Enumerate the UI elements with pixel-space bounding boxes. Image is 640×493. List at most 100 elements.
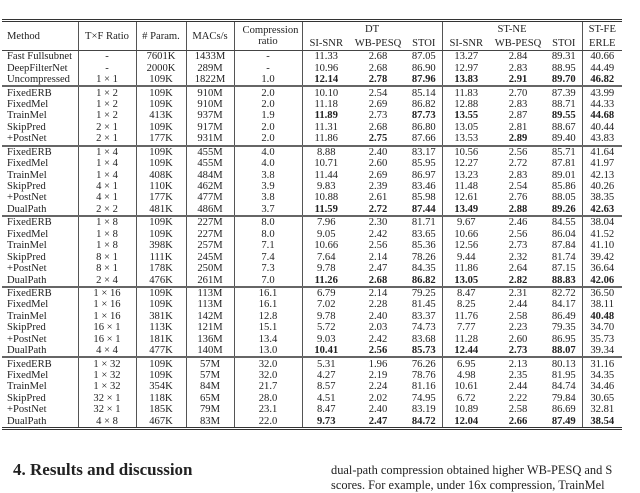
- cell-dt-wb-pesq: 2.24: [368, 381, 388, 393]
- table-row: DualPath 2 × 2 481K 486M 3.7 11.59 2.72 87.44 13…: [2, 203, 623, 217]
- cell-stne-stoi: 88.05: [551, 192, 576, 204]
- cell-stne-stoi: 84.55: [546, 215, 583, 229]
- cell-stne-wb-pesq: 2.70: [490, 85, 547, 99]
- cell-params: 178K: [135, 262, 186, 275]
- cell-stne-stoi: 88.95: [551, 62, 576, 74]
- cell-params: 109K: [135, 85, 186, 99]
- cell-dt-wb-pesq: 2.56: [368, 240, 388, 252]
- cell-compression-ratio: 3.9: [233, 180, 302, 193]
- cell-compression-ratio: -: [233, 50, 302, 63]
- cell-method: FixedMel: [7, 158, 49, 170]
- cell-method: TrainMel: [7, 381, 47, 393]
- cell-stfe-erle: 42.63: [581, 203, 623, 217]
- table-row: FixedERB 1 × 2 109K 910M 2.0 10.10 2.54 85.14 11…: [2, 85, 623, 99]
- cell-dt-si-snr: 9.05: [301, 228, 350, 240]
- cell-stne-stoi: 87.39: [546, 85, 583, 99]
- cell-stne-si-snr: 12.44: [441, 344, 491, 358]
- header-row-2: SI-SNR WB-PESQ STOI SI-SNR WB-PESQ STOI …: [2, 36, 623, 51]
- cell-params: 109K: [135, 228, 186, 240]
- cell-stfe-erle: 31.16: [581, 356, 623, 370]
- cell-method: +PostNet: [7, 333, 47, 345]
- table-row: SkipPred 2 × 1 109K 917M 2.0 11.31 2.68 86.80 13…: [2, 121, 623, 134]
- cell-dt-stoi: 81.16: [411, 381, 436, 393]
- table-row: TrainMel 1 × 4 408K 484M 3.8 11.44 2.69 86.97 13…: [2, 169, 623, 181]
- cell-stne-stoi: 89.31: [551, 51, 576, 63]
- header-macs: MACs/s: [185, 20, 234, 51]
- cell-stne-wb-pesq: 2.76: [508, 192, 528, 204]
- cell-txf-ratio: 4 × 8: [77, 415, 136, 429]
- cell-compression-ratio: 1.0: [233, 73, 302, 87]
- header-txf-ratio: T×F Ratio: [77, 20, 136, 51]
- cell-params: 413K: [135, 110, 186, 122]
- cell-stne-wb-pesq: 2.87: [508, 110, 528, 122]
- cell-params: 109K: [135, 98, 186, 111]
- cell-compression-ratio: 7.1: [233, 240, 302, 252]
- cell-txf-ratio: 4 × 4: [77, 344, 136, 358]
- cell-macs: 484M: [185, 169, 234, 181]
- cell-macs: 250M: [185, 262, 234, 275]
- cell-txf-ratio: 1 × 2: [77, 85, 136, 99]
- table-row: SkipPred 8 × 1 111K 245M 7.4 7.64 2.14 78.26 9.4…: [2, 251, 623, 263]
- results-table-body: Fast Fullsubnet -7601K 1433M -11.33 2.68 87.0…: [2, 50, 623, 429]
- cell-stne-wb-pesq: 2.31: [490, 285, 547, 300]
- cell-compression-ratio: 2.0: [233, 85, 302, 99]
- cell-dt-stoi: 78.26: [411, 251, 436, 263]
- body-text-line: dual-path compression obtained higher WB…: [331, 463, 613, 477]
- cell-stne-si-snr: 12.04: [441, 415, 491, 429]
- cell-stne-si-snr: 13.49: [441, 203, 491, 217]
- table-row: DualPath 2 × 4 476K 261M 7.0 11.26 2.68 86.82 13…: [2, 274, 623, 287]
- cell-txf-ratio: 1 × 8: [77, 215, 136, 229]
- cell-dt-wb-pesq: 2.42: [368, 228, 388, 240]
- cell-macs: 227M: [185, 228, 234, 240]
- cell-dt-stoi: 78.76: [411, 370, 436, 382]
- results-table: Method T×F Ratio # Param. MACs/s Compres…: [2, 19, 623, 430]
- cell-macs: 113M: [185, 299, 234, 311]
- cell-dt-wb-pesq: 2.40: [368, 404, 388, 416]
- cell-macs: 57M: [185, 356, 234, 370]
- cell-stne-stoi: 87.84: [551, 240, 576, 252]
- cell-compression-ratio: 28.0: [233, 392, 302, 405]
- header-dt-si-snr: SI-SNR: [301, 36, 350, 51]
- cell-stne-si-snr: 11.86: [441, 262, 491, 275]
- cell-stne-si-snr: 8.25: [441, 299, 491, 311]
- cell-params: 111K: [135, 251, 186, 263]
- table-row: SkipPred 16 × 1 113K 121M 15.1 5.72 2.03 74.73 7…: [2, 322, 623, 334]
- cell-stfe-erle: 32.81: [581, 404, 623, 416]
- cell-dt-stoi: 87.66: [411, 133, 436, 145]
- cell-txf-ratio: 16 × 1: [77, 333, 136, 345]
- cell-stne-si-snr: 12.56: [441, 240, 491, 252]
- cell-txf-ratio: 1 × 32: [77, 356, 136, 370]
- cell-stne-si-snr: 10.66: [441, 228, 491, 240]
- cell-method: TrainMel: [7, 240, 47, 252]
- cell-dt-si-snr: 8.47: [301, 404, 350, 416]
- cell-stfe-erle: 38.11: [581, 299, 623, 311]
- cell-dt-si-snr: 9.03: [301, 333, 350, 345]
- cell-compression-ratio: 8.0: [233, 228, 302, 240]
- cell-dt-si-snr: 11.59: [301, 203, 350, 217]
- table-row: Uncompressed 1 × 1 109K 1822M 1.0 12.14 2.78 87…: [2, 73, 623, 87]
- cell-dt-wb-pesq: 2.72: [368, 203, 388, 215]
- cell-stne-stoi: 88.07: [551, 345, 576, 357]
- cell-stne-wb-pesq: 2.91: [508, 74, 528, 86]
- cell-macs: 136M: [185, 333, 234, 345]
- cell-dt-si-snr: 8.57: [301, 381, 350, 393]
- cell-params: 109K: [135, 121, 186, 134]
- cell-dt-stoi: 87.96: [411, 74, 436, 86]
- cell-dt-si-snr: 10.41: [301, 344, 350, 358]
- cell-stne-wb-pesq: 2.35: [508, 370, 528, 382]
- cell-dt-si-snr: 9.83: [301, 180, 350, 193]
- cell-method: FixedERB: [2, 85, 78, 99]
- cell-dt-si-snr: 11.86: [301, 133, 350, 146]
- cell-dt-wb-pesq: 2.68: [368, 274, 388, 286]
- cell-method: FixedERB: [2, 144, 78, 158]
- cell-method: SkipPred: [7, 322, 46, 334]
- cell-dt-stoi: 87.44: [411, 203, 436, 215]
- cell-dt-si-snr: 5.31: [301, 356, 350, 370]
- table-row: DualPath 4 × 8 467K 83M 22.0 9.73 2.47 84.72 12.…: [2, 415, 623, 429]
- cell-stne-si-snr: 10.61: [441, 381, 491, 393]
- cell-dt-wb-pesq: 2.60: [368, 158, 388, 170]
- table-row: SkipPred 32 × 1 118K 65M 28.0 4.51 2.02 74.95 6.…: [2, 392, 623, 405]
- cell-stne-stoi: 84.17: [551, 299, 576, 311]
- cell-dt-si-snr: 5.72: [301, 322, 350, 334]
- cell-stne-si-snr: 10.56: [441, 144, 491, 158]
